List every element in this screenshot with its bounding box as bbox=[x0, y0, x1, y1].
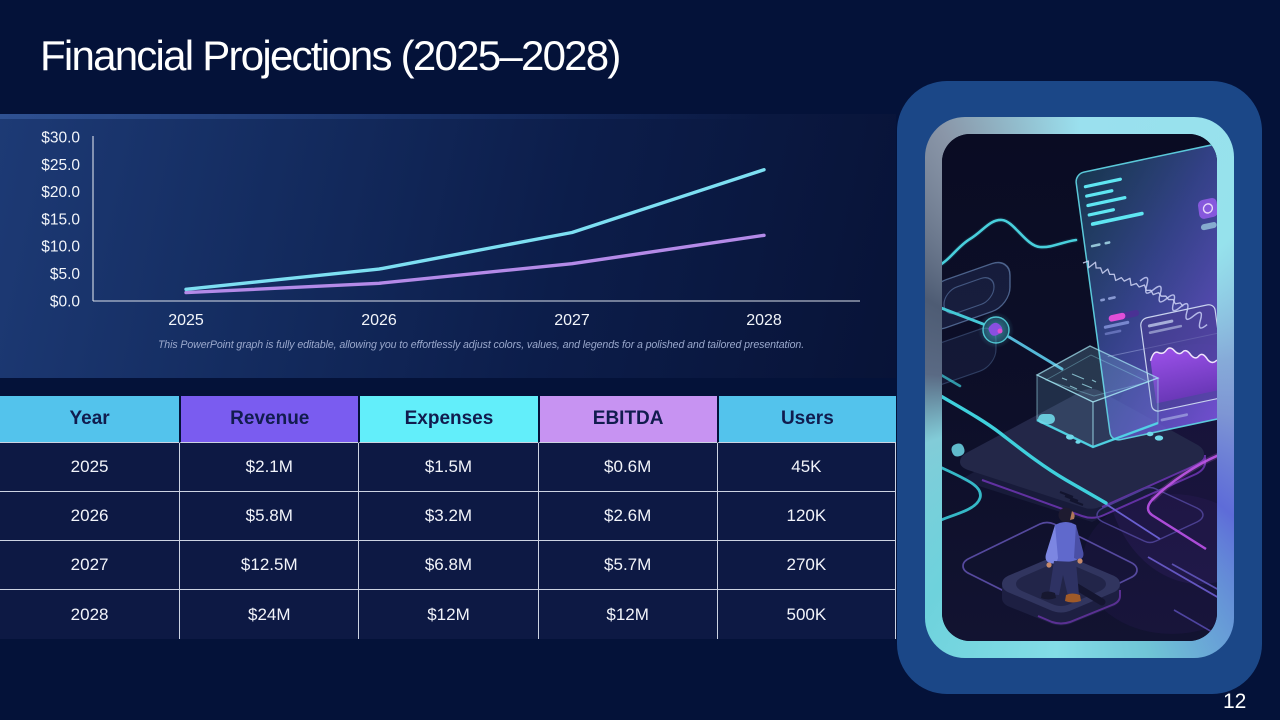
svg-text:$15.0: $15.0 bbox=[41, 211, 80, 228]
svg-text:$5.0: $5.0 bbox=[50, 266, 81, 283]
svg-text:2028: 2028 bbox=[746, 312, 782, 329]
svg-text:$0.0: $0.0 bbox=[50, 293, 81, 310]
svg-text:$30.0: $30.0 bbox=[41, 130, 80, 147]
svg-text:$20.0: $20.0 bbox=[41, 184, 80, 201]
svg-text:2026: 2026 bbox=[361, 312, 397, 329]
svg-text:2025: 2025 bbox=[168, 312, 204, 329]
svg-text:$25.0: $25.0 bbox=[41, 157, 80, 174]
svg-text:2027: 2027 bbox=[554, 312, 590, 329]
svg-text:$10.0: $10.0 bbox=[41, 239, 80, 256]
